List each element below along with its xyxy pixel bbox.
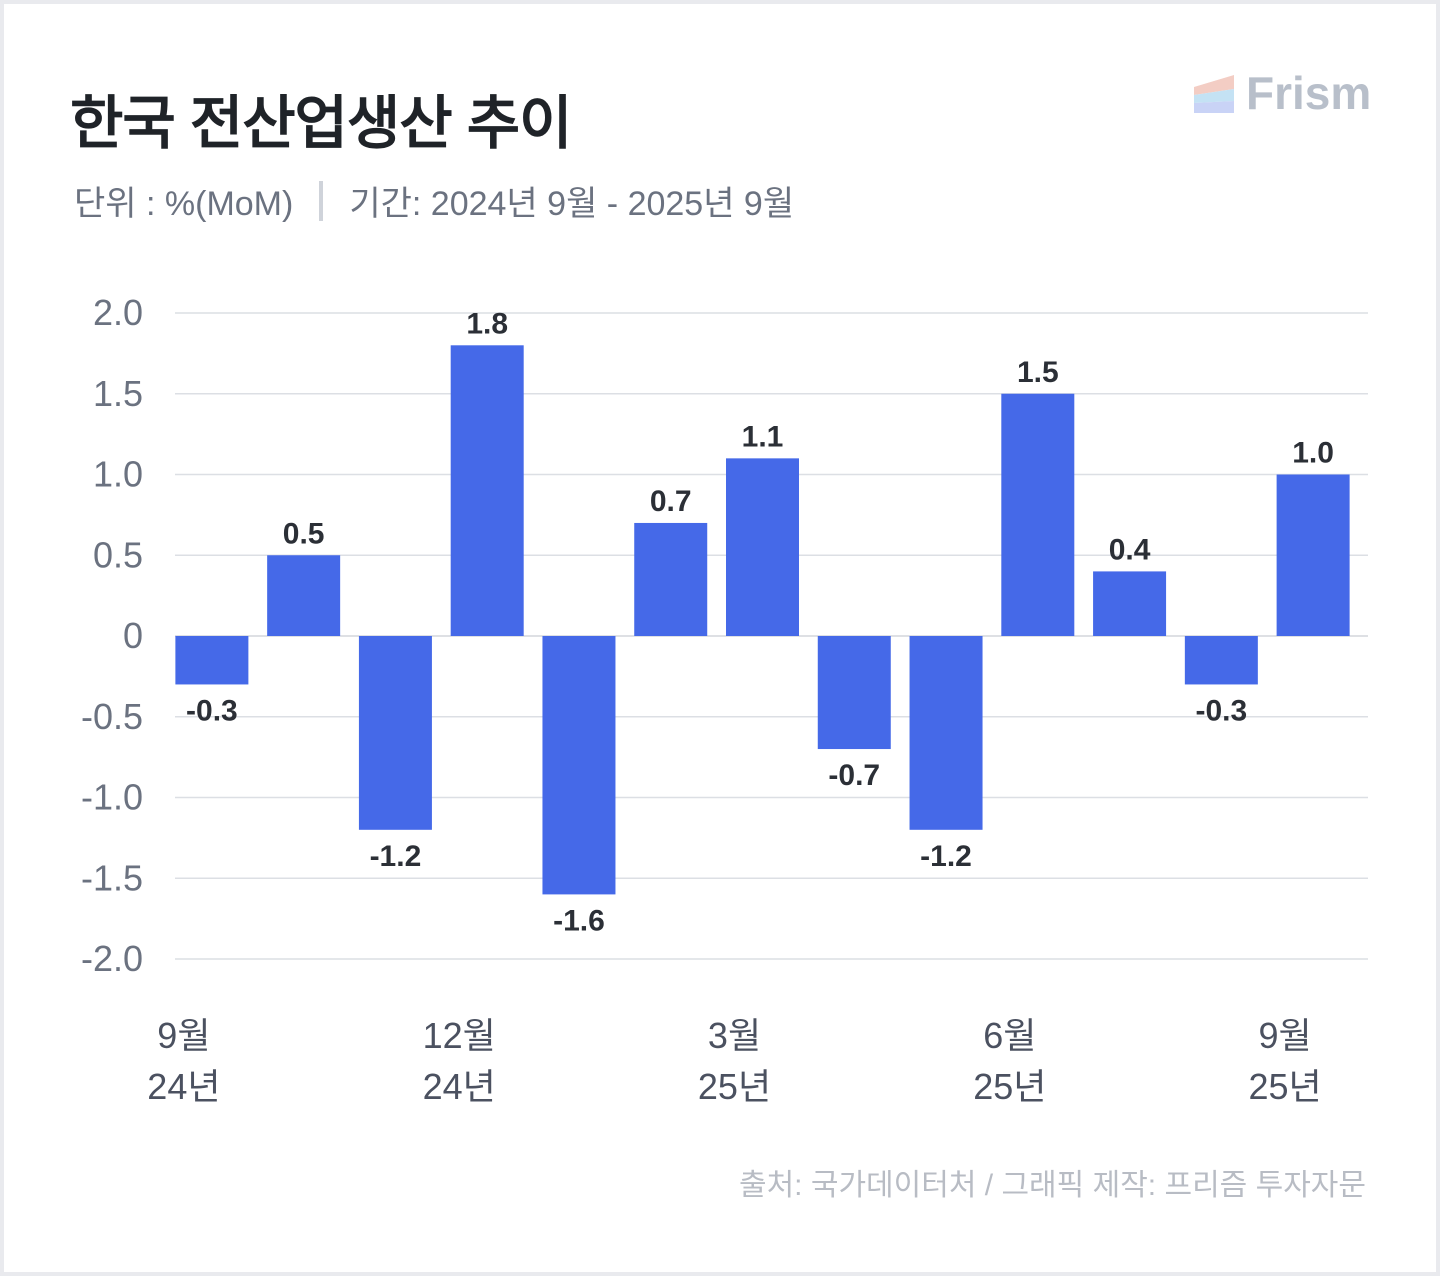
x-tick-month: 6월 — [983, 1015, 1036, 1056]
unit-label: 단위 : %(MoM) — [74, 185, 294, 223]
bar — [542, 636, 616, 895]
bar — [1276, 474, 1350, 636]
y-tick-label: 2.0 — [93, 292, 143, 333]
bar — [817, 636, 891, 750]
bar — [175, 636, 249, 685]
y-tick-label: -1.0 — [81, 777, 143, 818]
x-tick-month: 9월 — [157, 1015, 210, 1056]
value-label: 0.7 — [650, 485, 692, 518]
value-label: 0.5 — [283, 517, 325, 550]
value-label: 0.4 — [1109, 533, 1151, 566]
logo-icon — [1194, 75, 1234, 113]
y-tick-label: 0 — [123, 615, 143, 656]
value-label: -0.3 — [1195, 694, 1247, 727]
value-label: 1.5 — [1017, 356, 1059, 389]
source-note: 출처: 국가데이터처 / 그래픽 제작: 프리즘 투자자문 — [738, 1169, 1366, 1202]
chart-title: 한국 전산업생산 추이 — [70, 91, 572, 156]
value-label: 1.1 — [742, 420, 784, 453]
bar — [450, 345, 524, 636]
y-tick-label: -0.5 — [81, 696, 143, 737]
x-tick-month: 3월 — [708, 1015, 761, 1056]
y-tick-label: 1.5 — [93, 373, 143, 414]
value-label: -1.6 — [553, 904, 605, 937]
y-tick-label: 1.0 — [93, 454, 143, 495]
value-label: 1.0 — [1292, 437, 1334, 470]
frism-logo: Frism — [1194, 66, 1371, 120]
bar — [358, 636, 432, 830]
x-tick-year: 25년 — [1249, 1066, 1322, 1107]
divider — [319, 180, 324, 221]
y-tick-label: -2.0 — [81, 938, 143, 979]
bar — [909, 636, 983, 830]
x-tick-year: 25년 — [698, 1066, 771, 1107]
logo-text: Frism — [1246, 67, 1372, 119]
x-tick-month: 12월 — [423, 1015, 496, 1056]
y-tick-label: 0.5 — [93, 534, 143, 575]
value-label: -0.7 — [828, 759, 880, 792]
value-label: -1.2 — [920, 840, 972, 873]
bar — [1093, 571, 1167, 636]
period-label: 기간: 2024년 9월 - 2025년 9월 — [349, 185, 795, 223]
y-tick-label: -1.5 — [81, 857, 143, 898]
x-tick-year: 24년 — [423, 1066, 496, 1107]
bar — [267, 555, 341, 636]
value-label: -0.3 — [186, 694, 238, 727]
x-tick-month: 9월 — [1259, 1015, 1312, 1056]
bar — [726, 458, 799, 636]
subtitle: 단위 : %(MoM) 기간: 2024년 9월 - 2025년 9월 — [74, 176, 794, 225]
x-tick-year: 24년 — [147, 1066, 220, 1107]
bar — [1184, 636, 1258, 685]
bar — [1001, 393, 1075, 636]
value-label: 1.8 — [466, 307, 508, 340]
value-label: -1.2 — [370, 840, 422, 873]
bar — [634, 522, 708, 636]
x-tick-year: 25년 — [973, 1066, 1046, 1107]
